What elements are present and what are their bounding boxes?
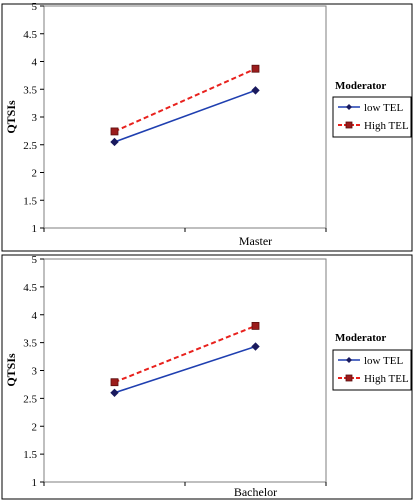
y-tick-label: 5 bbox=[32, 254, 38, 266]
legend-marker-diamond bbox=[346, 357, 352, 363]
y-tick-label: 4 bbox=[32, 57, 38, 69]
data-point-low-tel bbox=[110, 388, 119, 398]
legend-label: low TEL bbox=[364, 355, 403, 367]
legend-marker-square bbox=[345, 374, 353, 382]
y-tick-label: 1.5 bbox=[23, 449, 37, 461]
series-line-2 bbox=[114, 324, 256, 384]
data-point-high-tel bbox=[110, 378, 119, 387]
series-line-1 bbox=[114, 89, 256, 143]
data-point-high-tel bbox=[251, 64, 260, 73]
legend-label: High TEL bbox=[364, 120, 409, 132]
y-tick-label: 3.5 bbox=[23, 84, 37, 96]
chart-panel-2: 1 1.5 2 2.5 3 3.5 4 4.5 5 Bachelor QTSIs Moderator l… bbox=[1, 254, 413, 500]
x-axis-label: Master bbox=[239, 234, 272, 248]
y-tick-label: 2.5 bbox=[23, 140, 37, 152]
y-tick-label: 2 bbox=[32, 421, 38, 433]
x-axis-label: Bachelor bbox=[234, 485, 277, 499]
data-point-low-tel bbox=[251, 342, 260, 351]
legend-marker-square bbox=[345, 121, 353, 129]
y-tick-label: 4.5 bbox=[23, 282, 37, 294]
y-tick-label: 1 bbox=[32, 223, 38, 235]
data-point-low-tel bbox=[251, 86, 260, 95]
y-tick-label: 2.5 bbox=[23, 393, 37, 405]
legend-marker-diamond bbox=[346, 104, 352, 110]
y-tick-label: 1.5 bbox=[23, 195, 37, 207]
data-point-high-tel bbox=[110, 127, 119, 136]
y-tick-label: 4.5 bbox=[23, 29, 37, 41]
chart-panel-1: 1 1.5 2 2.5 3 3.5 4 4.5 5 Master QTSIs Moderator low… bbox=[1, 1, 413, 252]
legend-box bbox=[332, 96, 412, 138]
series-line-2 bbox=[114, 67, 256, 133]
y-tick-label: 3.5 bbox=[23, 338, 37, 350]
y-axis-label: QTSIs bbox=[4, 353, 18, 387]
y-tick-label: 1 bbox=[32, 477, 38, 489]
series-line-1 bbox=[114, 345, 256, 394]
legend-box bbox=[332, 349, 412, 391]
data-point-low-tel bbox=[110, 137, 119, 147]
y-axis-label: QTSIs bbox=[4, 100, 18, 134]
y-tick-label: 3 bbox=[32, 112, 38, 124]
y-tick-label: 3 bbox=[32, 366, 38, 378]
legend-title: Moderator bbox=[335, 332, 386, 344]
y-tick-label: 4 bbox=[32, 310, 38, 322]
legend-label: High TEL bbox=[364, 373, 409, 385]
y-tick-label: 2 bbox=[32, 168, 38, 180]
legend-title: Moderator bbox=[335, 80, 386, 92]
y-tick-label: 5 bbox=[32, 1, 38, 13]
data-point-high-tel bbox=[251, 321, 260, 330]
legend-label: low TEL bbox=[364, 102, 403, 114]
